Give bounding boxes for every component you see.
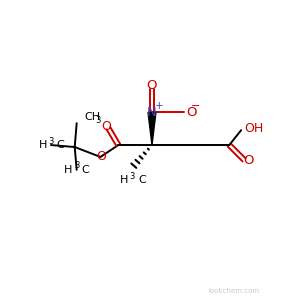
Text: CH: CH — [85, 112, 101, 122]
Text: H: H — [39, 140, 47, 150]
Text: C: C — [56, 140, 64, 150]
Text: C: C — [82, 165, 89, 175]
Text: H: H — [64, 165, 73, 175]
Text: 3: 3 — [130, 172, 135, 181]
Text: 3: 3 — [74, 161, 80, 170]
Text: N: N — [147, 106, 157, 119]
Text: O: O — [97, 150, 106, 164]
Text: +: + — [154, 101, 163, 111]
Text: O: O — [147, 79, 157, 92]
Text: lookchem.com: lookchem.com — [209, 288, 260, 294]
Text: O: O — [101, 120, 111, 133]
Text: −: − — [191, 101, 200, 111]
Text: C: C — [138, 175, 146, 185]
Text: 3: 3 — [48, 136, 54, 146]
Text: OH: OH — [244, 122, 263, 135]
Text: H: H — [120, 175, 128, 185]
Text: 3: 3 — [95, 116, 101, 125]
Text: O: O — [243, 154, 253, 167]
Polygon shape — [148, 112, 156, 145]
Text: O: O — [187, 106, 197, 119]
